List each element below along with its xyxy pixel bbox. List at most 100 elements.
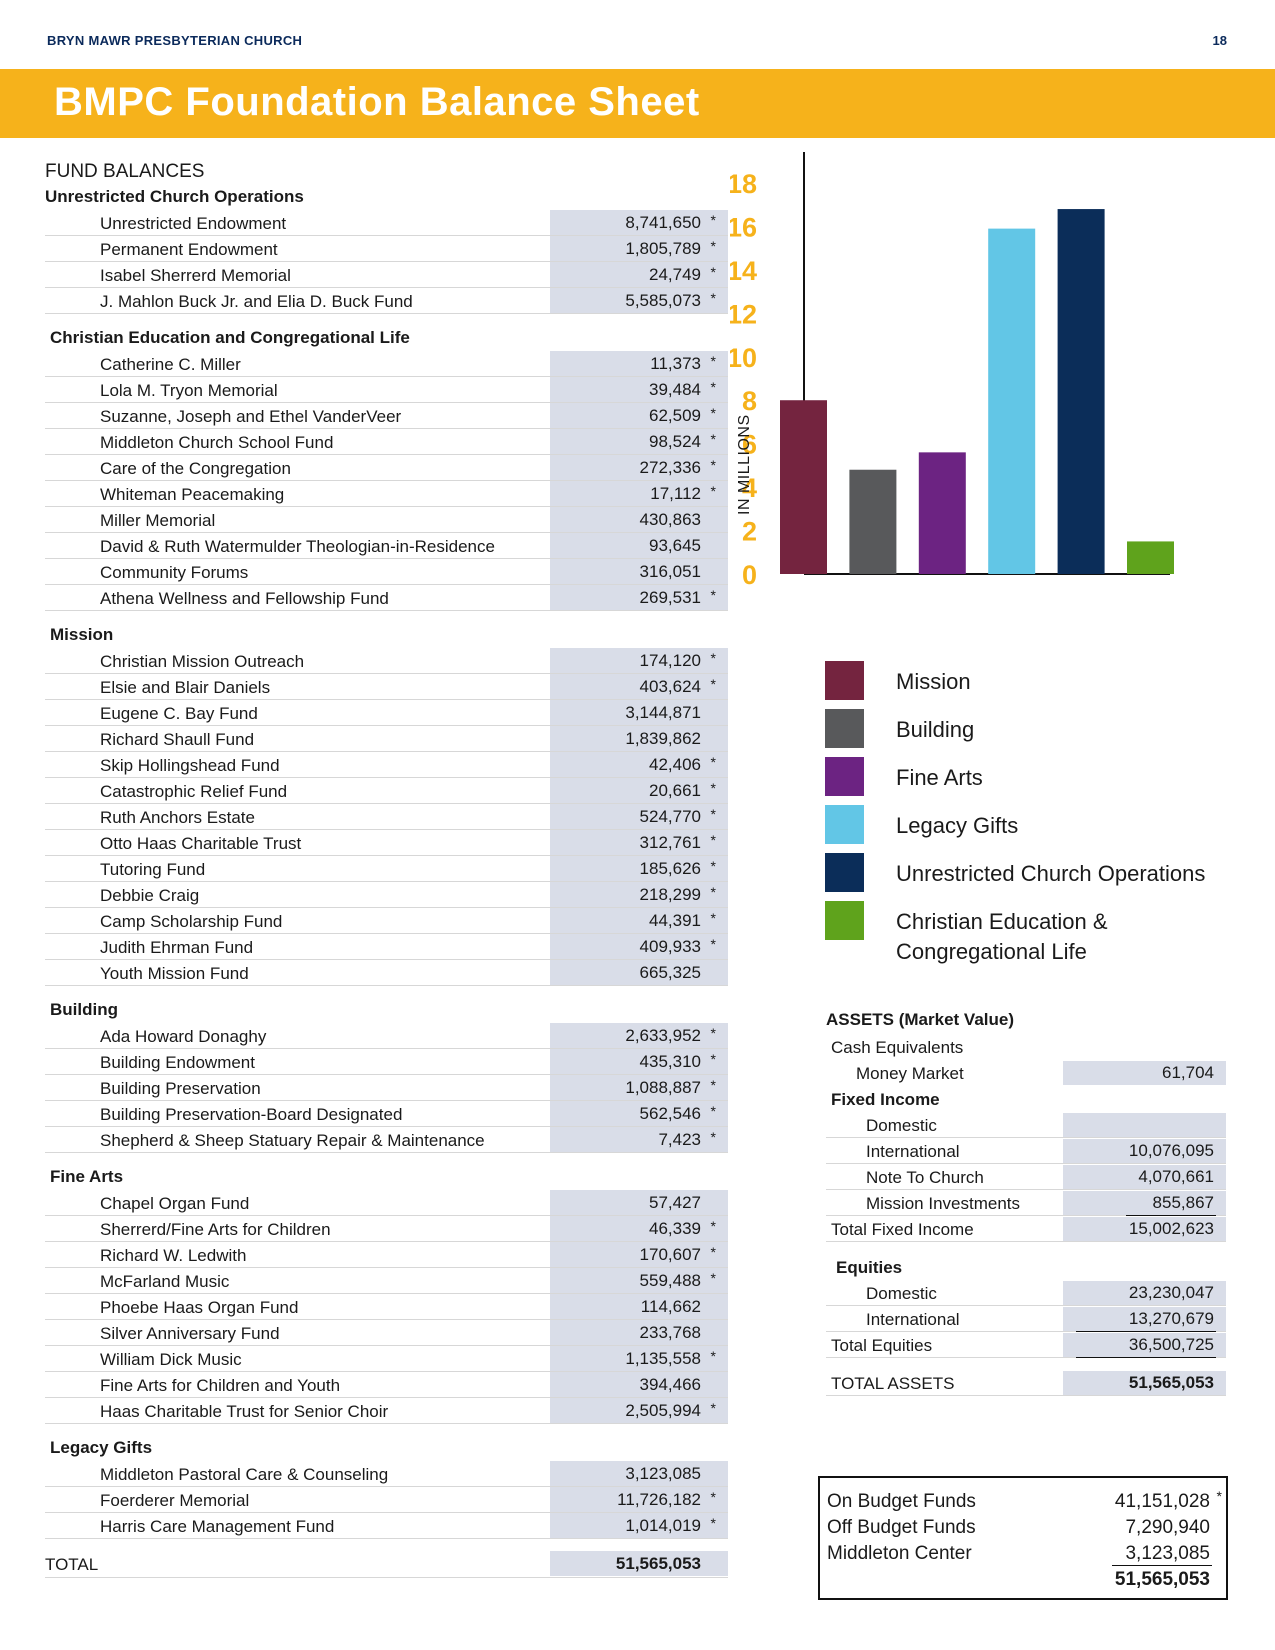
fund-value: 1,839,862 <box>625 729 701 748</box>
fund-row: Youth Mission Fund 665,325 <box>45 960 728 986</box>
fund-row: Shepherd & Sheep Statuary Repair & Maint… <box>45 1127 728 1153</box>
mission-investments-value: 855,867 <box>1063 1191 1226 1215</box>
fund-row: Christian Mission Outreach 174,120 * <box>45 648 728 674</box>
fund-value: 24,749 <box>649 265 701 284</box>
fund-row: Haas Charitable Trust for Senior Choir 2,… <box>45 1398 728 1424</box>
fund-name: Suzanne, Joseph and Ethel VanderVeer <box>100 407 402 426</box>
eq-domestic-label: Domestic <box>866 1284 937 1303</box>
fund-row: J. Mahlon Buck Jr. and Elia D. Buck Fund… <box>45 288 728 314</box>
fund-value-cell: 316,051 <box>550 559 728 584</box>
fund-value: 46,339 <box>649 1219 701 1238</box>
fund-asterisk: * <box>710 936 716 952</box>
fund-row: Unrestricted Endowment 8,741,650 * <box>45 210 728 236</box>
legend-item: Legacy Gifts <box>825 805 1265 853</box>
fund-asterisk: * <box>710 483 716 499</box>
fund-asterisk: * <box>710 431 716 447</box>
fund-value: 272,336 <box>639 458 701 477</box>
fund-value-cell: 1,805,789 * <box>550 236 728 261</box>
fund-asterisk: * <box>710 910 716 926</box>
fund-row: Building Endowment 435,310 * <box>45 1049 728 1075</box>
fund-name: Elsie and Blair Daniels <box>100 678 271 697</box>
fund-name: Ruth Anchors Estate <box>100 808 255 827</box>
fund-asterisk: * <box>710 1348 716 1364</box>
fund-name: Athena Wellness and Fellowship Fund <box>100 589 389 608</box>
fund-value: 5,585,073 <box>625 291 701 310</box>
bar-2 <box>918 452 966 574</box>
total-fixed-income-value: 15,002,623 <box>1063 1217 1226 1241</box>
fixed-income-label: Fixed Income <box>831 1090 940 1109</box>
fund-value: 559,488 <box>639 1271 701 1290</box>
fund-asterisk: * <box>710 1244 716 1260</box>
fund-name: Otto Haas Charitable Trust <box>100 834 302 853</box>
fund-value-cell: 1,135,558 * <box>550 1346 728 1371</box>
fund-asterisk: * <box>710 379 716 395</box>
fund-row: David & Ruth Watermulder Theologian-in-R… <box>45 533 728 559</box>
fund-row: Athena Wellness and Fellowship Fund 269,5… <box>45 585 728 611</box>
fund-name: Richard Shaull Fund <box>100 730 255 749</box>
fund-row: Harris Care Management Fund 1,014,019 * <box>45 1513 728 1539</box>
fund-name: J. Mahlon Buck Jr. and Elia D. Buck Fund <box>100 292 413 311</box>
fund-asterisk: * <box>710 405 716 421</box>
fund-name: Christian Mission Outreach <box>100 652 305 671</box>
fund-value-cell: 3,144,871 <box>550 700 728 725</box>
note-to-church-label: Note To Church <box>866 1168 984 1187</box>
fund-name: Phoebe Haas Organ Fund <box>100 1298 299 1317</box>
fund-asterisk: * <box>710 754 716 770</box>
fund-value-cell: 665,325 <box>550 960 728 985</box>
fund-name: Skip Hollingshead Fund <box>100 756 280 775</box>
fund-row: Catastrophic Relief Fund 20,661 * <box>45 778 728 804</box>
fund-value: 1,805,789 <box>625 239 701 258</box>
fund-row: Richard Shaull Fund 1,839,862 <box>45 726 728 752</box>
total-fixed-income-label: Total Fixed Income <box>831 1220 974 1239</box>
fund-row: Lola M. Tryon Memorial 39,484 * <box>45 377 728 403</box>
summary-total-row: 51,565,053 <box>820 1566 1226 1592</box>
fund-row: Building Preservation 1,088,887 * <box>45 1075 728 1101</box>
fund-row: Building Preservation-Board Designated 56… <box>45 1101 728 1127</box>
fund-value: 2,505,994 <box>625 1401 701 1420</box>
fund-value-cell: 1,088,887 * <box>550 1075 728 1100</box>
fund-value: 218,299 <box>639 885 701 904</box>
fund-name: Unrestricted Endowment <box>100 214 287 233</box>
bar-5 <box>1127 541 1174 574</box>
fund-name: Whiteman Peacemaking <box>100 485 285 504</box>
organization-name: BRYN MAWR PRESBYTERIAN CHURCH <box>47 33 303 48</box>
fund-value: 185,626 <box>639 859 701 878</box>
fund-value: 316,051 <box>639 562 701 581</box>
fund-asterisk: * <box>710 353 716 369</box>
total-row: TOTAL 51,565,053 <box>45 1551 728 1578</box>
summary-total: 51,565,053 <box>1114 1569 1210 1590</box>
fund-row: Chapel Organ Fund 57,427 <box>45 1190 728 1216</box>
total-value: 51,565,053 <box>550 1551 728 1576</box>
fund-value-cell: 2,633,952 * <box>550 1023 728 1048</box>
fund-value-cell: 233,768 <box>550 1320 728 1345</box>
summary-row-on-budget: On Budget Funds 41,151,028 * <box>820 1488 1226 1514</box>
fund-row: Whiteman Peacemaking 17,112 * <box>45 481 728 507</box>
legend-swatch <box>825 805 864 844</box>
fund-asterisk: * <box>710 290 716 306</box>
eq-international-label: International <box>866 1310 960 1329</box>
group-title: Building <box>50 1000 118 1019</box>
fund-name: Community Forums <box>100 563 249 582</box>
fund-row: McFarland Music 559,488 * <box>45 1268 728 1294</box>
fund-asterisk: * <box>710 1025 716 1041</box>
fund-row: Tutoring Fund 185,626 * <box>45 856 728 882</box>
equities-row: Equities <box>826 1254 1226 1280</box>
title-banner <box>0 69 1275 138</box>
fund-row: Camp Scholarship Fund 44,391 * <box>45 908 728 934</box>
fund-value: 403,624 <box>639 677 701 696</box>
fund-value-cell: 185,626 * <box>550 856 728 881</box>
legend-swatch <box>825 853 864 892</box>
summary-asterisk: * <box>1216 1488 1222 1504</box>
fund-name: Permanent Endowment <box>100 240 278 259</box>
fund-value-cell: 57,427 <box>550 1190 728 1215</box>
fund-row: Foerderer Memorial 11,726,182 * <box>45 1487 728 1513</box>
fund-value: 114,662 <box>640 1297 701 1316</box>
fund-value-cell: 269,531 * <box>550 585 728 610</box>
fund-name: Building Endowment <box>100 1053 255 1072</box>
fund-value-cell: 24,749 * <box>550 262 728 287</box>
equities-label: Equities <box>836 1258 903 1277</box>
bar-0 <box>780 400 827 574</box>
fund-row: Isabel Sherrerd Memorial 24,749 * <box>45 262 728 288</box>
fund-name: Fine Arts for Children and Youth <box>100 1376 341 1395</box>
group-title: Fine Arts <box>50 1167 124 1186</box>
